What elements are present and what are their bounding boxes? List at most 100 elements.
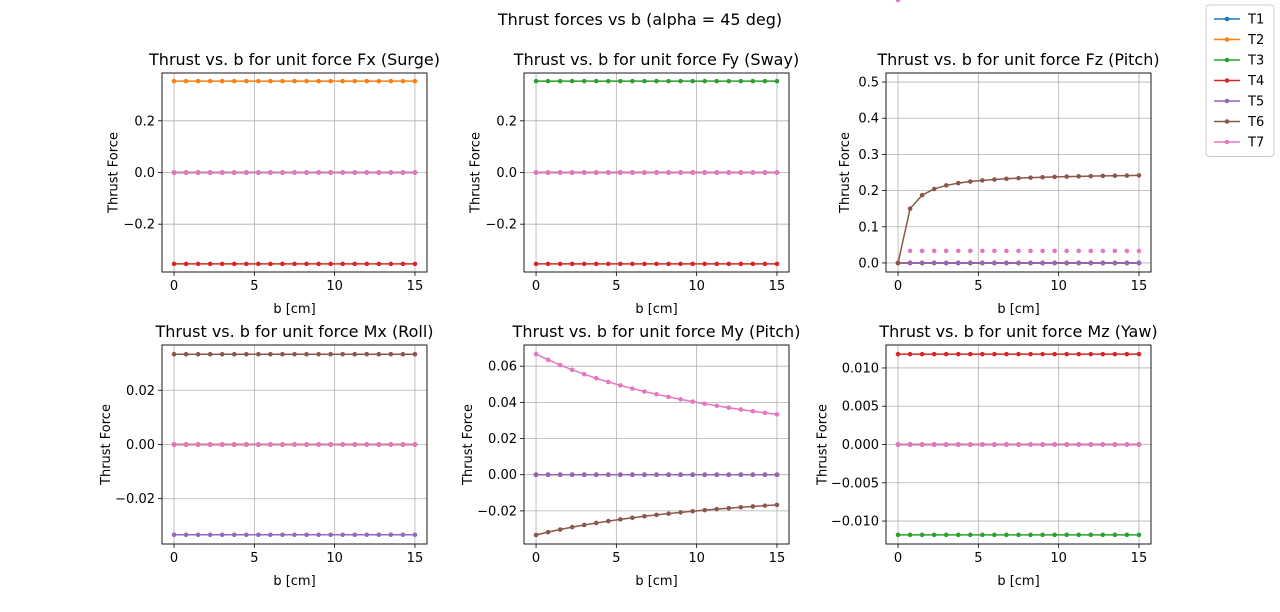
data-point [750,504,756,509]
x-tick-label: 10 [688,551,705,566]
series-line-T7 [535,353,778,416]
data-point [1112,260,1118,266]
legend-label: T3 [1247,54,1264,69]
legend-item-T1: T1 [1214,13,1264,28]
data-point [714,403,720,409]
subplot-6: 0 5 10 15 −0.010 −0.005 0.000 0.005 0.010 Thrust … [815,322,1157,589]
x-tick-label: 15 [1131,551,1148,566]
data-point [1028,260,1033,266]
data-point [750,472,756,478]
series-T4 [171,261,418,267]
data-point [388,170,394,175]
data-point [907,351,913,357]
data-point [1064,532,1069,538]
data-point [726,472,732,478]
data-point [1076,248,1082,254]
data-point [231,170,237,175]
x-tick-label: 15 [1131,279,1148,294]
data-point [376,170,382,175]
data-point [1064,351,1069,357]
data-point [702,401,707,407]
data-point [533,261,539,267]
data-point [762,170,768,175]
data-point [943,351,949,357]
data-point [1040,174,1045,180]
data-point [618,261,623,267]
series-T4 [533,261,780,267]
subplot-title: Thrust vs. b for unit force Mz (Yaw) [878,322,1157,341]
data-point [569,78,575,84]
data-point [304,170,309,175]
data-point [895,351,901,357]
data-point [980,351,985,357]
y-axis-label: Thrust Force [461,404,476,486]
data-point [1004,176,1009,182]
data-point [1088,260,1094,266]
data-point [388,351,394,357]
data-point [231,261,237,267]
data-point [268,261,273,267]
data-point [545,78,551,84]
series-T7 [895,0,1142,254]
data-point [1004,442,1009,447]
data-point [702,472,707,478]
data-point [183,261,189,267]
data-point [219,170,225,175]
data-point [955,442,961,447]
data-point [1004,248,1009,254]
data-point [207,78,213,84]
data-point [1100,532,1106,538]
data-point [183,170,189,175]
data-point [1076,351,1082,357]
x-tick-label: 15 [407,551,424,566]
y-tick-label: −0.005 [831,476,879,491]
data-point [244,78,249,84]
data-point [654,261,659,267]
data-point [726,78,732,84]
data-point [195,261,201,267]
y-tick-label: 0.3 [858,148,879,163]
data-point [400,351,406,357]
data-point [1100,351,1106,357]
data-point [292,78,297,84]
data-point [895,532,901,538]
data-point [980,248,985,254]
subplot-1: 0 5 10 15 −0.2 0.0 0.2 Thrust vs. b for unit fo… [107,50,440,317]
data-point [231,532,237,538]
data-point [1016,532,1021,538]
data-point [642,389,647,394]
data-point [581,522,587,528]
y-tick-label: 0.4 [858,112,879,127]
series-T7 [895,442,1142,447]
data-point [412,532,418,538]
series-T5 [895,260,1142,266]
data-point [364,170,370,175]
data-point [907,532,913,538]
data-point [280,351,285,357]
data-point [992,442,997,447]
series-T6 [171,351,418,357]
data-point [931,186,937,192]
data-point [569,472,575,478]
data-point [678,170,683,175]
data-point [1112,248,1118,254]
y-tick-label: 0.00 [488,468,517,483]
data-point [992,351,997,357]
data-point [195,442,201,447]
legend-label: T2 [1247,33,1264,48]
legend-label: T7 [1247,136,1264,151]
legend-label: T1 [1247,13,1264,28]
data-point [304,261,309,267]
y-tick-label: 0.02 [126,384,155,399]
series-T4 [895,351,1142,357]
data-point [907,206,913,211]
subplot-title: Thrust vs. b for unit force Fx (Surge) [148,50,440,69]
data-point [219,78,225,84]
data-point [388,261,394,267]
data-point [1040,260,1045,266]
data-point [1004,260,1009,266]
data-point [762,410,768,416]
x-tick-label: 0 [894,279,902,294]
data-point [388,532,394,538]
data-point [630,261,635,267]
